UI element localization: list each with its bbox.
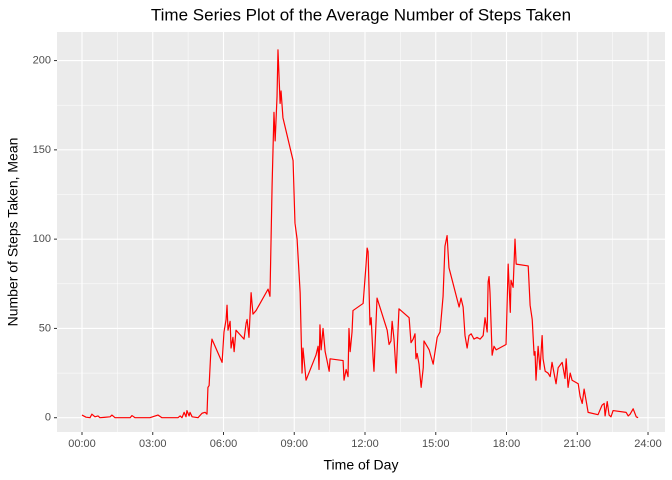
chart-title: Time Series Plot of the Average Number o…	[151, 5, 571, 24]
y-tick-label: 100	[33, 233, 51, 245]
x-tick-label: 18:00	[493, 438, 521, 450]
x-tick-label: 21:00	[564, 438, 592, 450]
y-tick-label: 50	[39, 322, 51, 334]
y-tick-label: 150	[33, 144, 51, 156]
x-tick-label: 15:00	[422, 438, 450, 450]
data-line	[81, 49, 639, 419]
y-axis-label: Number of Steps Taken, Mean	[5, 138, 21, 327]
x-tick-label: 12:00	[351, 438, 379, 450]
y-tick-label: 200	[33, 54, 51, 66]
x-tick-label: 24:00	[634, 438, 662, 450]
x-axis-label: Time of Day	[324, 457, 399, 473]
panel	[57, 32, 665, 432]
x-tick-label: 00:00	[68, 438, 96, 450]
x-tick-label: 03:00	[139, 438, 167, 450]
x-tick-label: 09:00	[280, 438, 308, 450]
y-tick-label: 0	[45, 412, 51, 424]
x-tick-label: 06:00	[210, 438, 238, 450]
